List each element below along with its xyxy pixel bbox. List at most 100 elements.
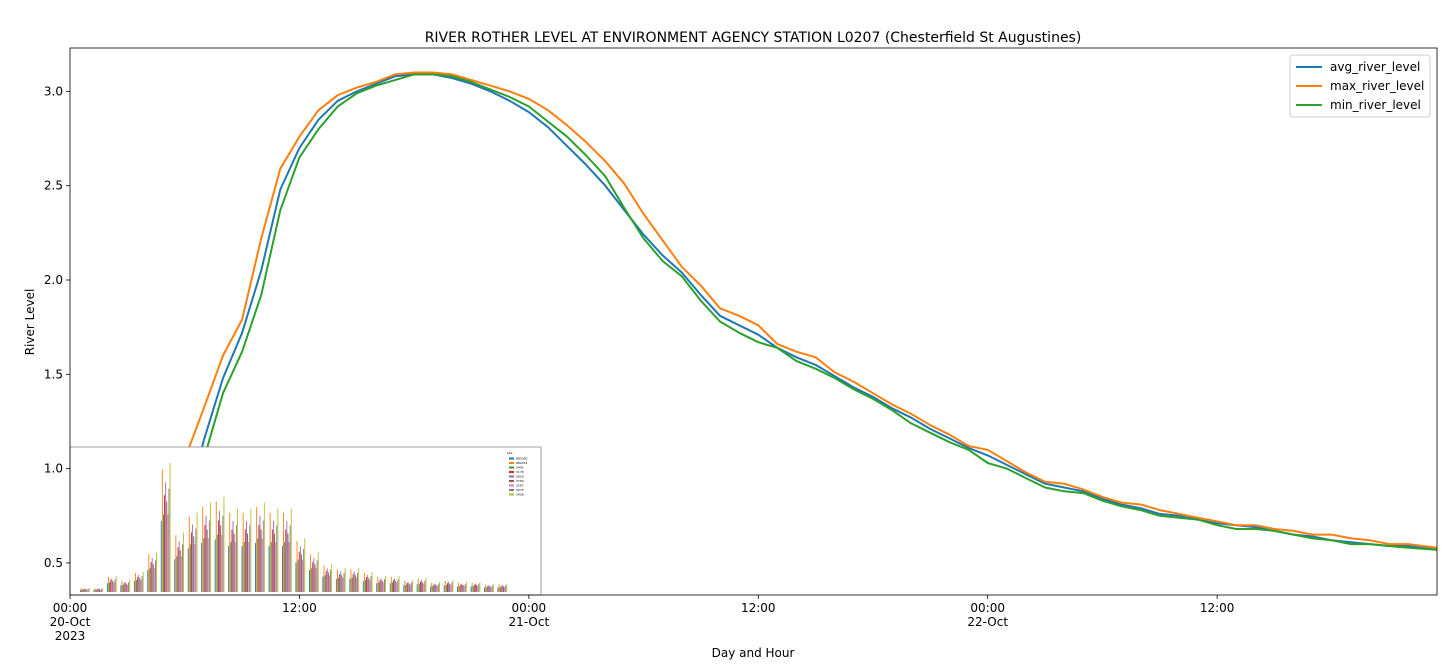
inset-legend-label: 3441: [516, 466, 524, 470]
inset-bar: [246, 521, 247, 592]
inset-bar: [286, 521, 288, 592]
inset-bar: [163, 514, 164, 592]
inset-bar: [121, 580, 123, 592]
inset-bar: [255, 542, 256, 592]
inset-bar: [203, 538, 205, 592]
inset-bar: [418, 583, 420, 592]
inset-bar: [378, 582, 380, 592]
inset-bar: [435, 585, 437, 592]
inset-bar: [140, 580, 142, 592]
inset-bar: [206, 529, 208, 593]
inset-bar: [268, 546, 270, 592]
inset-bar: [80, 589, 81, 592]
series-line-min_river_level: [193, 73, 1438, 551]
inset-bar: [114, 579, 116, 592]
inset-bar: [155, 560, 156, 592]
y-tick-label: 2.0: [44, 273, 63, 287]
inset-bar: [136, 580, 137, 592]
inset-bar: [436, 586, 438, 592]
inset-bar: [351, 577, 353, 592]
inset-bar: [234, 542, 236, 592]
inset-bar: [287, 533, 289, 592]
inset-frame: [69, 446, 542, 596]
inset-bar: [262, 520, 264, 592]
inset-bar: [151, 558, 153, 592]
inset-bar: [176, 556, 178, 592]
inset-bar: [405, 584, 407, 592]
inset-bar: [88, 588, 90, 592]
x-tick-label: 00:00: [512, 601, 547, 615]
inset-bar: [330, 569, 331, 592]
series-layer: [174, 71, 1438, 551]
inset-legend-swatch: [509, 475, 514, 478]
x-tick-date-label: 20-Oct: [50, 615, 91, 629]
inset-bar: [396, 582, 398, 592]
inset-bar: [397, 579, 399, 592]
inset-bar: [478, 584, 480, 592]
inset-bar: [237, 508, 238, 592]
inset-bar: [379, 580, 381, 592]
inset-bar: [499, 587, 501, 592]
inset-bar: [479, 582, 481, 592]
inset-bar: [257, 538, 259, 592]
inset-legend-swatch: [509, 462, 514, 464]
inset-bar: [377, 576, 379, 592]
inset-bar: [248, 542, 250, 592]
inset-bar: [258, 525, 260, 592]
inset-bar: [407, 581, 409, 592]
inset-bar: [228, 546, 230, 592]
inset-bar: [109, 582, 110, 592]
x-tick-year-label: 2023: [55, 629, 86, 643]
inset-bar: [304, 538, 306, 592]
inset-bar: [488, 585, 490, 592]
inset-bar: [277, 508, 279, 592]
inset-bar: [504, 587, 505, 592]
inset-bar: [285, 529, 287, 593]
inset-bar: [216, 534, 218, 592]
inset-bar: [385, 576, 386, 592]
inset-bar: [275, 542, 277, 592]
inset-bar: [331, 564, 333, 592]
inset-bar: [221, 534, 223, 592]
inset-bar: [127, 584, 128, 592]
inset-bar: [223, 496, 225, 592]
inset-bar: [129, 580, 131, 592]
inset-bar: [97, 588, 99, 592]
inset-bar: [381, 580, 383, 592]
x-tick-label: 00:00: [970, 601, 1005, 615]
inset-bar: [232, 521, 234, 592]
x-tick-label: 00:00: [53, 601, 88, 615]
inset-bar: [353, 571, 355, 592]
inset-bar: [152, 564, 154, 592]
inset-bar: [506, 584, 508, 592]
inset-legend-label: 3287: [516, 484, 524, 488]
inset-bar: [301, 554, 302, 592]
inset-bar: [207, 538, 209, 592]
inset-bar: [432, 586, 434, 592]
inset-bar: [113, 582, 115, 592]
inset-bar: [122, 584, 124, 592]
inset-bar: [394, 578, 396, 592]
inset-bar: [259, 516, 261, 592]
inset-bar: [338, 577, 339, 592]
inset-bar: [409, 584, 411, 592]
inset-bar: [256, 507, 258, 592]
inset-bar: [350, 569, 352, 592]
inset-bar: [463, 586, 465, 592]
inset-bar: [315, 568, 317, 592]
inset-bar: [271, 529, 273, 593]
inset-bar: [242, 512, 244, 592]
inset-bar: [464, 584, 466, 592]
inset-bar: [500, 586, 502, 592]
inset-bar: [178, 541, 180, 592]
inset-bar: [365, 580, 366, 592]
inset-bar: [449, 583, 451, 592]
inset-legend-label: 3458: [516, 493, 524, 497]
inset-legend-swatch: [509, 489, 514, 491]
inset-legend-swatch: [509, 493, 514, 496]
inset-bar: [314, 564, 316, 592]
inset-bar: [194, 544, 196, 592]
inset-legend-swatch: [509, 480, 514, 482]
legend-label-avg_river_level: avg_river_level: [1330, 60, 1420, 74]
